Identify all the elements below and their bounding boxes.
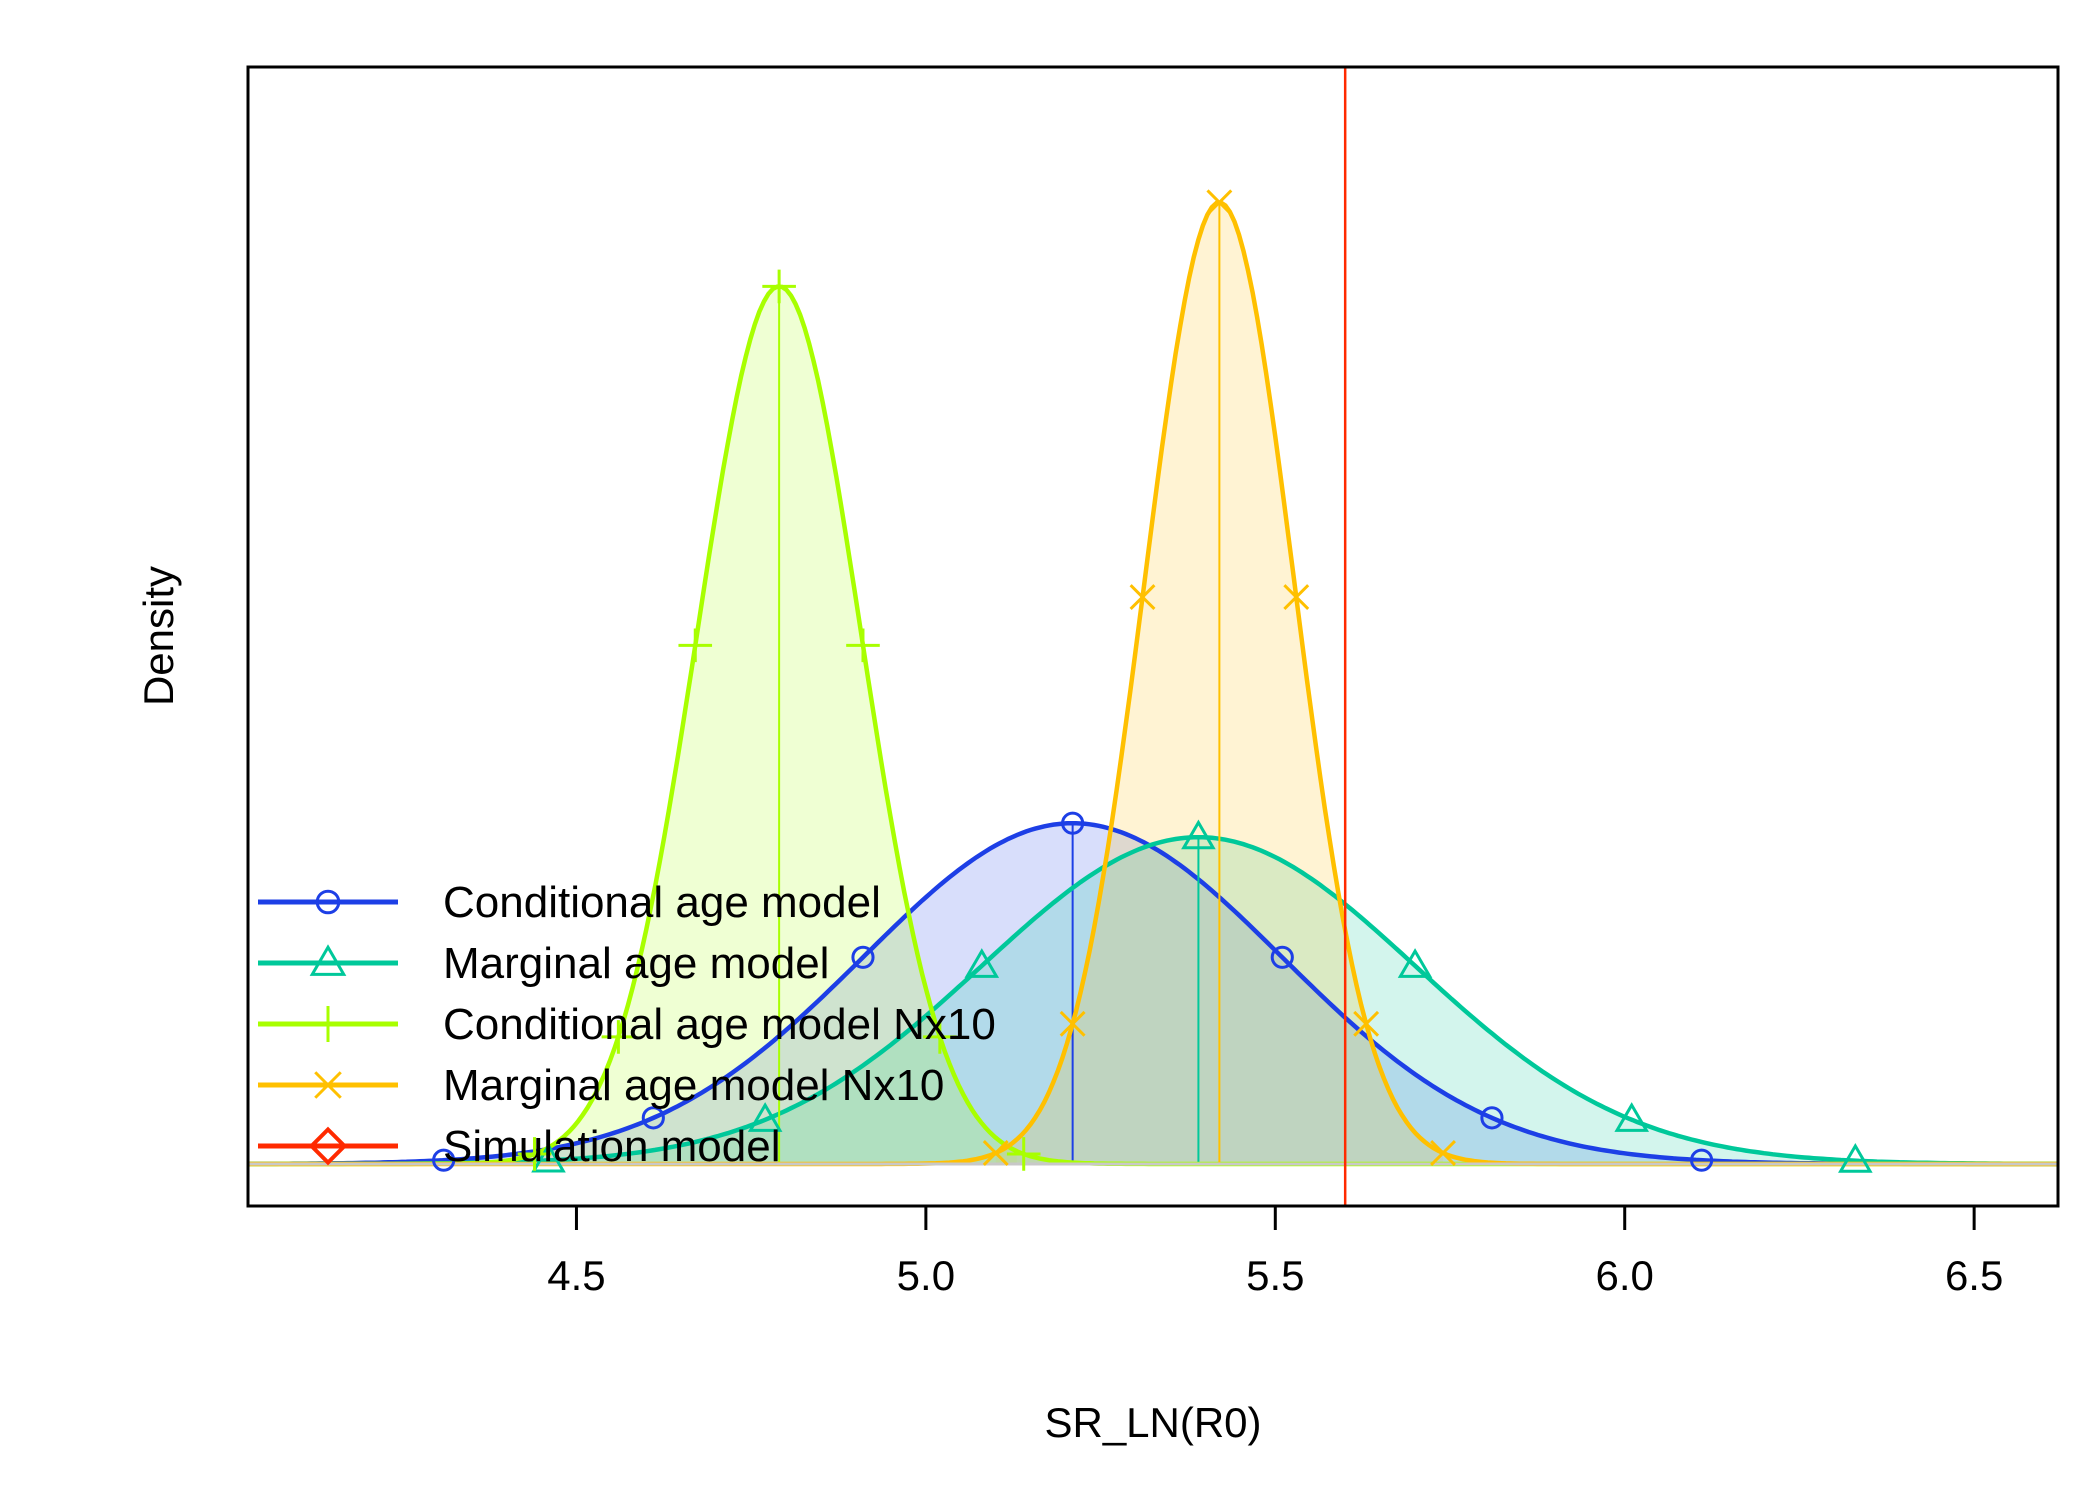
conditional-age-model-nx10-marker	[517, 1137, 552, 1171]
x-axis: 4.5 5.0 5.5 6.0 6.5	[547, 1206, 2003, 1299]
marginal-age-model-marker	[747, 1102, 783, 1132]
marginal-age-model-nx10-marker	[1129, 584, 1156, 611]
legend-marker	[308, 1126, 348, 1166]
marginal-age-model-marker	[1614, 1102, 1650, 1132]
conditional-age-model-marker	[1480, 1106, 1504, 1130]
x-axis-title: SR_LN(R0)	[1044, 1399, 1261, 1446]
conditional-age-model-marker	[641, 1106, 665, 1130]
marginal-age-model-marker	[1397, 948, 1433, 978]
conditional-age-model-marker	[432, 1148, 456, 1172]
x-tick-label: 5.5	[1246, 1252, 1304, 1299]
marginal-age-model-marker	[1838, 1143, 1873, 1173]
conditional-age-model-marker	[1061, 811, 1085, 835]
legend-label: Marginal age model Nx10	[443, 1061, 944, 1110]
marginal-age-model-nx10-area	[248, 202, 2058, 1165]
conditional-age-model-nx10-area	[248, 286, 2058, 1165]
marginal-age-model-nx10-marker	[1430, 1140, 1456, 1166]
conditional-age-model-nx10-marker	[601, 1020, 636, 1054]
x-tick-label: 6.0	[1596, 1252, 1654, 1299]
legend-marker	[309, 944, 347, 976]
legend-label: Marginal age model	[443, 939, 829, 988]
conditional-age-model-area	[248, 823, 2058, 1164]
marginal-age-model-interval-area	[248, 837, 1856, 1164]
x-tick-label: 6.5	[1945, 1252, 2003, 1299]
y-axis-title: Density	[135, 566, 182, 706]
marginal-age-model-nx10-marker	[1206, 189, 1233, 216]
marginal-age-model-marker	[1181, 819, 1216, 850]
marginal-age-model-marker	[531, 1142, 566, 1173]
conditional-age-model-nx10-marker	[923, 1020, 957, 1054]
legend-label: Simulation model	[443, 1122, 781, 1171]
legend-marker	[310, 1006, 346, 1042]
legend-label: Conditional age model Nx10	[443, 1000, 996, 1049]
marginal-age-model-nx10-marker	[1353, 1010, 1380, 1037]
marginal-age-model-curve	[248, 834, 2058, 1167]
conditional-age-model-nx10-marker	[846, 628, 880, 663]
conditional-age-model-nx10-marker	[1006, 1137, 1041, 1171]
marginal-age-model-nx10-marker	[1059, 1010, 1086, 1037]
conditional-age-model-nx10-marker	[678, 628, 713, 663]
marginal-age-model-nx10-marker	[982, 1140, 1009, 1166]
legend-marker	[315, 889, 341, 915]
marginal-age-model-nx10-marker	[1283, 584, 1310, 611]
markers-layer	[432, 189, 1873, 1173]
conditional-age-model-interval-area	[248, 823, 1702, 1164]
plot-frame	[246, 65, 2060, 1208]
conditional-age-model-marker	[1270, 945, 1294, 969]
conditional-age-model-nx10-marker	[762, 269, 796, 304]
legend-label: Conditional age model	[443, 878, 881, 927]
legend: Conditional age model Marginal age model C…	[258, 878, 996, 1171]
x-tick-label: 4.5	[547, 1252, 605, 1299]
x-tick-label: 5.0	[897, 1252, 955, 1299]
marginal-age-model-area	[248, 837, 2058, 1164]
legend-marker	[314, 1071, 342, 1099]
conditional-age-model-marker	[851, 945, 875, 969]
conditional-age-model-marker	[1690, 1148, 1714, 1172]
marginal-age-model-marker	[964, 948, 1000, 978]
